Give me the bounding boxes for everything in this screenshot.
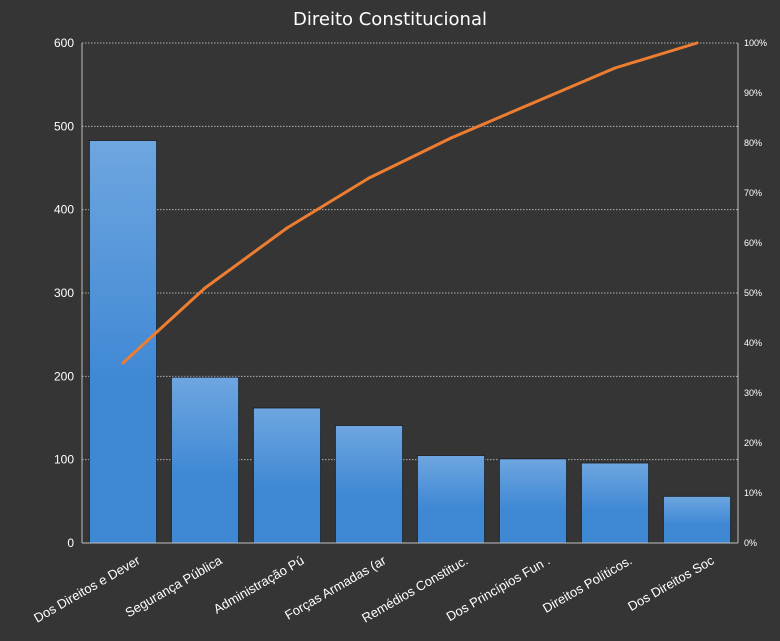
right-tick-label: 30% (744, 388, 762, 398)
left-tick-label: 0 (67, 536, 74, 550)
right-tick-label: 10% (744, 488, 762, 498)
line-point (367, 176, 371, 180)
right-tick-label: 0% (744, 538, 757, 548)
bar (498, 458, 568, 544)
right-tick-label: 60% (744, 238, 762, 248)
bar (662, 495, 732, 544)
category-label: Direitos Políticos. (540, 553, 634, 616)
line-point (121, 361, 125, 365)
line-point (285, 226, 289, 230)
line-point (449, 136, 453, 140)
bar (252, 407, 322, 544)
right-tick-label: 100% (744, 38, 767, 48)
line-point (613, 66, 617, 70)
axes (81, 43, 739, 544)
left-tick-label: 400 (54, 203, 74, 217)
left-tick-label: 500 (54, 119, 74, 133)
right-tick-label: 70% (744, 188, 762, 198)
right-tick-label: 40% (744, 338, 762, 348)
bar (416, 455, 486, 544)
left-axis-ticks: 0 100 200 300 400 500 600 (54, 36, 74, 550)
gridlines (82, 42, 738, 461)
bar (580, 462, 650, 544)
right-tick-label: 80% (744, 138, 762, 148)
cumulative-percent-line (121, 41, 699, 365)
left-tick-label: 100 (54, 453, 74, 467)
left-tick-label: 300 (54, 286, 74, 300)
left-tick-label: 200 (54, 369, 74, 383)
chart-title: Direito Constitucional (293, 9, 487, 30)
right-tick-label: 20% (744, 438, 762, 448)
cumulative-line (121, 41, 699, 365)
right-axis-ticks: 0% 10% 20% 30% 40% 50% 60% 70% 80% 90% 100% (744, 38, 767, 548)
category-label: Dos Direitos Soc (625, 552, 717, 614)
line-point (531, 101, 535, 105)
bar (334, 425, 404, 544)
right-tick-label: 90% (744, 88, 762, 98)
line-point (695, 41, 699, 45)
left-tick-label: 600 (54, 36, 74, 50)
bars (88, 140, 732, 544)
bar (170, 376, 240, 544)
right-tick-label: 50% (744, 288, 762, 298)
line-point (203, 286, 207, 290)
